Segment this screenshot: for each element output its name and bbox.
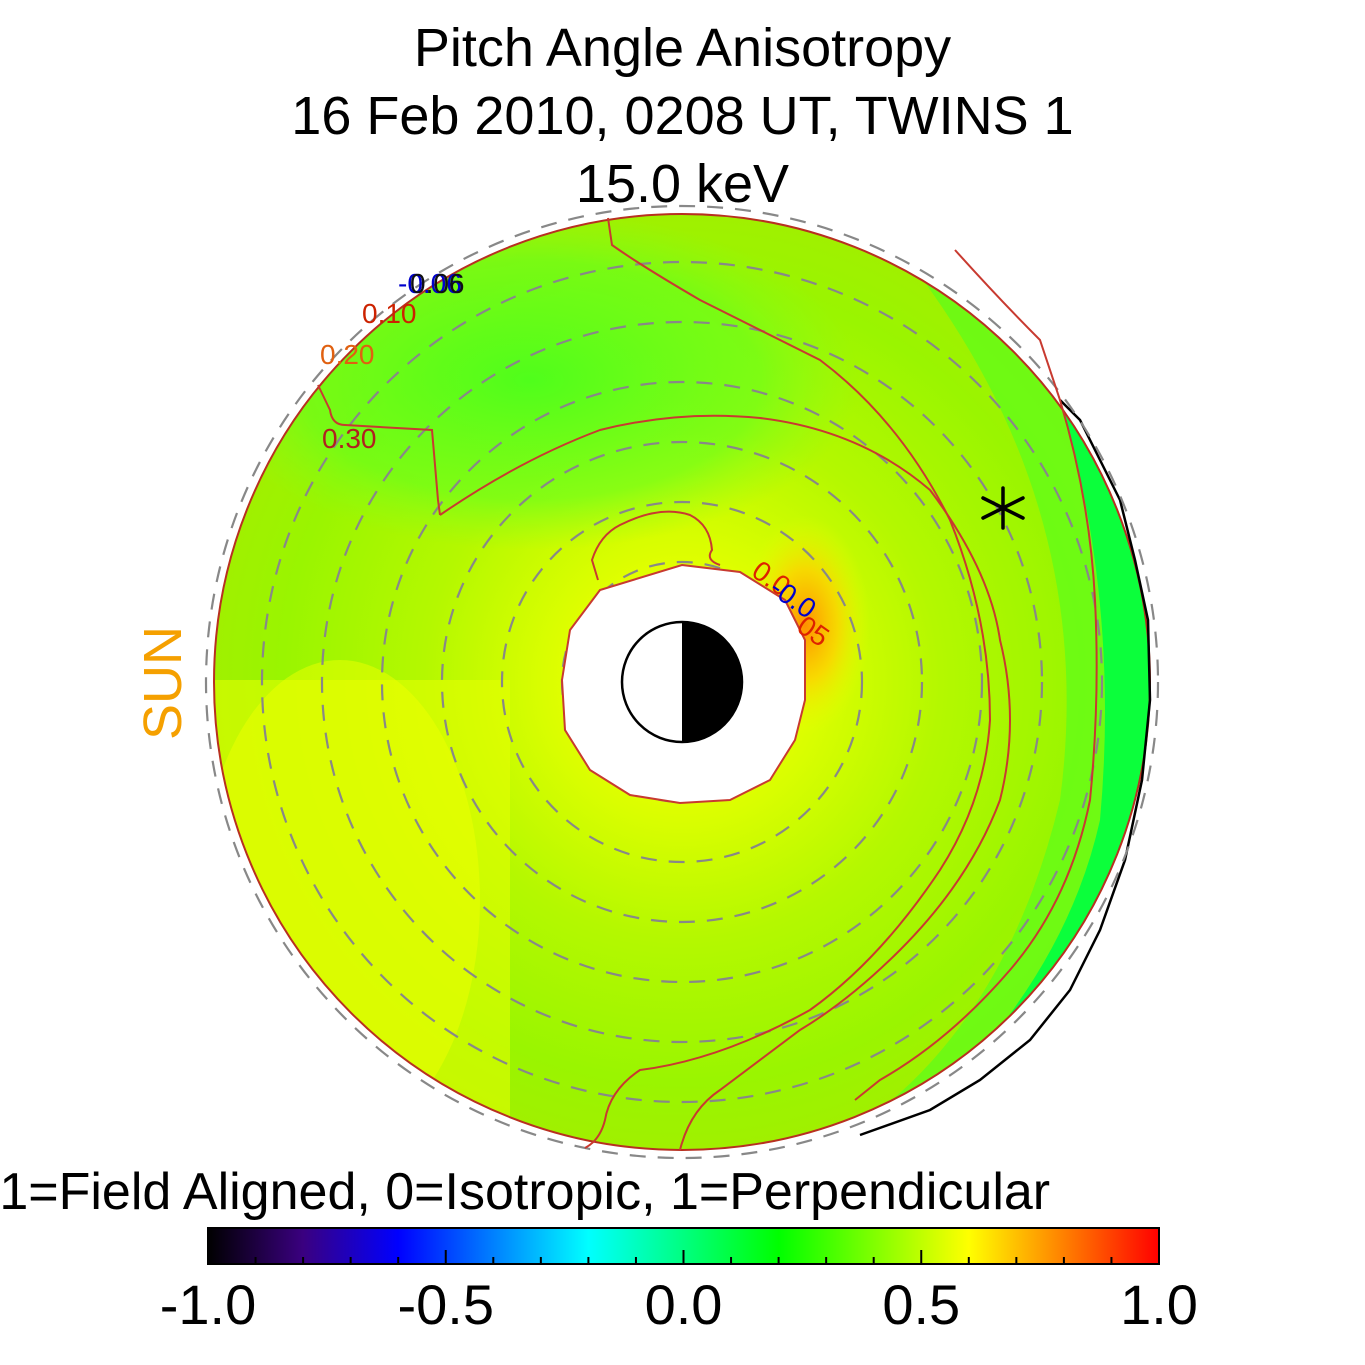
contour-lines: [317, 217, 1098, 1151]
earth-icon: [620, 620, 744, 744]
contour-line-outer: [584, 217, 992, 1149]
chart-subtitle-date: 16 Feb 2010, 0208 UT, TWINS 1: [291, 86, 1074, 146]
contour-label: 0.20: [320, 339, 375, 370]
colorbar-tick-label: 0.0: [644, 1273, 723, 1336]
contour-label: 0.06: [410, 268, 465, 299]
colorbar-caption: -1=Field Aligned, 0=Isotropic, 1=Perpend…: [0, 1163, 1051, 1221]
sun-direction-label: SUN: [133, 625, 193, 740]
contour-labels: -0.060.060.100.200.300.0-0.005: [320, 268, 835, 653]
contour-label: 0.30: [322, 423, 377, 454]
colorbar-ticks: [207, 1250, 1160, 1264]
data-edge: [859, 399, 1152, 1137]
chart-subtitle-energy: 15.0 keV: [575, 154, 790, 214]
colorbar-tick-label: -1.0: [159, 1273, 257, 1336]
contour-line-inner: [854, 249, 1098, 1101]
colorbar-tick-label: 1.0: [1120, 1273, 1198, 1336]
contour-line-edge: [317, 384, 441, 516]
contour-line-near-earth: [590, 510, 721, 581]
contour-label: 0.10: [362, 298, 417, 329]
colorbar-tick-label: -0.5: [397, 1273, 495, 1336]
contour-label: -0.06: [398, 268, 462, 299]
contour-line-middle: [439, 414, 1011, 1151]
chart-title: Pitch Angle Anisotropy: [413, 18, 952, 78]
colorbar-tick-label: 0.5: [882, 1273, 961, 1336]
spacecraft-star-marker: [981, 486, 1025, 530]
